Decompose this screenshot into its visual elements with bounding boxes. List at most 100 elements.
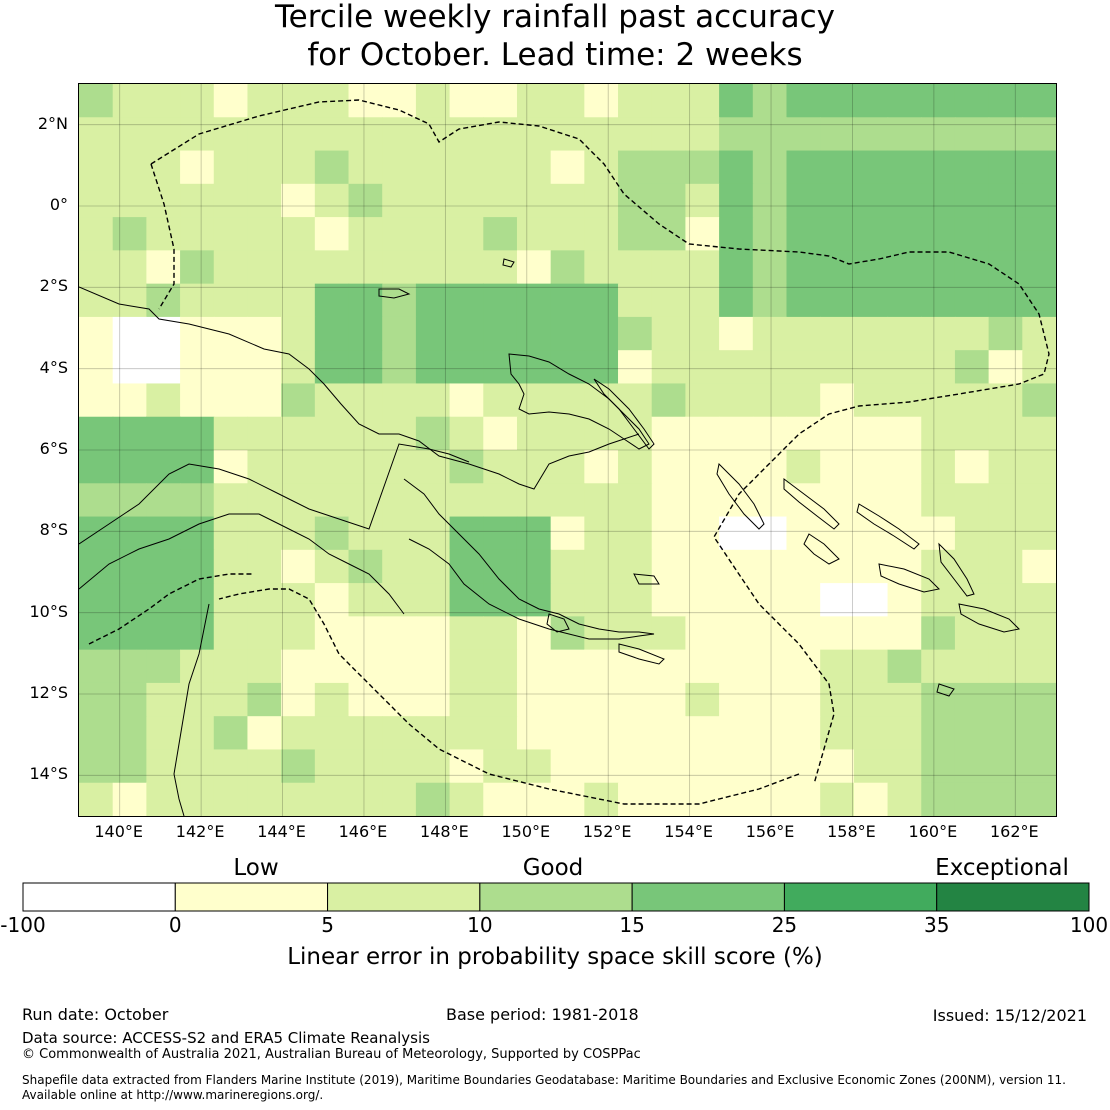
shapefile-credit-line2: Available online at http://www.marinereg…: [22, 1088, 324, 1102]
skill-cell: [786, 84, 821, 118]
skill-cell: [483, 383, 518, 418]
png-eez-north: [150, 99, 1050, 785]
skill-cell: [1022, 283, 1056, 318]
graticule: [79, 84, 1056, 816]
skill-cell: [483, 649, 518, 684]
skill-cell: [921, 682, 956, 717]
skill-cell: [550, 416, 585, 451]
skill-cell: [651, 383, 687, 418]
skill-cell: [146, 350, 181, 385]
skill-cell: [752, 183, 788, 218]
skill-cell: [449, 682, 484, 717]
skill-cell: [348, 682, 383, 717]
skill-cell: [584, 583, 619, 617]
skill-cell: [180, 682, 215, 717]
skill-cell: [483, 250, 518, 285]
skill-cell: [247, 217, 282, 251]
skill-cell: [247, 350, 282, 385]
skill-cell: [415, 84, 451, 118]
colorbar-label: Linear error in probability space skill …: [287, 944, 823, 970]
skill-cell: [954, 749, 990, 784]
skill-cell: [651, 583, 687, 617]
skill-cell: [516, 583, 552, 617]
skill-cell: [853, 316, 889, 351]
skill-cell: [887, 217, 922, 251]
skill-cell: [752, 383, 788, 418]
skill-cell: [449, 283, 484, 318]
skill-cell: [247, 450, 282, 484]
skill-cell: [146, 782, 181, 816]
skill-cell: [651, 616, 687, 651]
skill-cell: [213, 250, 249, 285]
skill-cell: [382, 316, 417, 351]
skill-cell: [449, 316, 484, 351]
skill-cell: [719, 350, 754, 385]
skill-cell: [247, 383, 282, 418]
skill-cell: [618, 350, 653, 385]
skill-cell: [988, 749, 1023, 784]
colorbar-tick-label: 0: [168, 913, 182, 937]
skill-cell: [348, 217, 383, 251]
colorbar-tick-label: -100: [0, 913, 46, 937]
skill-cell: [180, 316, 215, 351]
skill-cell: [483, 483, 518, 518]
skill-cell: [348, 84, 383, 118]
skill-cell: [719, 84, 754, 118]
skill-cell: [954, 84, 990, 118]
skill-cell: [382, 250, 417, 285]
skill-cell: [348, 416, 383, 451]
skill-cell: [180, 483, 215, 518]
skill-cell: [786, 283, 821, 318]
skill-cell: [516, 549, 552, 584]
skill-cell: [415, 716, 451, 751]
skill-cell: [651, 283, 687, 318]
skill-cell: [820, 583, 855, 617]
skill-cell: [247, 250, 282, 285]
skill-cell: [988, 649, 1023, 684]
skill-cell: [954, 150, 990, 185]
skill-cell: [382, 150, 417, 185]
coastlines: [79, 258, 1021, 816]
skill-cell: [180, 350, 215, 385]
skill-cell: [281, 150, 316, 185]
skill-cell: [79, 649, 114, 684]
skill-cell: [887, 117, 922, 152]
skill-cell: [887, 84, 922, 118]
skill-cell: [921, 217, 956, 251]
skill-cell: [550, 217, 585, 251]
skill-cell: [483, 217, 518, 251]
skill-cell: [887, 450, 922, 484]
skill-cell: [281, 416, 316, 451]
skill-cell: [348, 649, 383, 684]
skill-cell: [213, 749, 249, 784]
skill-cell: [988, 516, 1023, 551]
skill-cell: [719, 383, 754, 418]
data-source: Data source: ACCESS-S2 and ERA5 Climate …: [22, 1029, 430, 1047]
skill-cell: [584, 117, 619, 152]
skill-cell: [550, 483, 585, 518]
skill-cell: [146, 217, 181, 251]
skill-cell: [281, 583, 316, 617]
skill-cell: [719, 283, 754, 318]
skill-cell: [314, 682, 350, 717]
skill-cell: [348, 583, 383, 617]
skill-cell: [415, 183, 451, 218]
skill-cell: [685, 549, 720, 584]
skill-cell: [954, 283, 990, 318]
skill-cell: [314, 516, 350, 551]
skill-cell: [786, 117, 821, 152]
skill-cell: [146, 616, 181, 651]
latitude-tick-label: 2°N: [37, 113, 68, 133]
skill-cell: [584, 416, 619, 451]
skill-cell: [516, 283, 552, 318]
skill-cell: [213, 84, 249, 118]
skill-cell: [314, 549, 350, 584]
manus-island: [378, 288, 411, 299]
skill-cell: [213, 583, 249, 617]
skill-cell: [853, 217, 889, 251]
skill-cell: [79, 782, 114, 816]
skill-cell: [415, 549, 451, 584]
skill-cell: [348, 150, 383, 185]
skill-cell: [281, 250, 316, 285]
skill-cell: [449, 749, 484, 784]
